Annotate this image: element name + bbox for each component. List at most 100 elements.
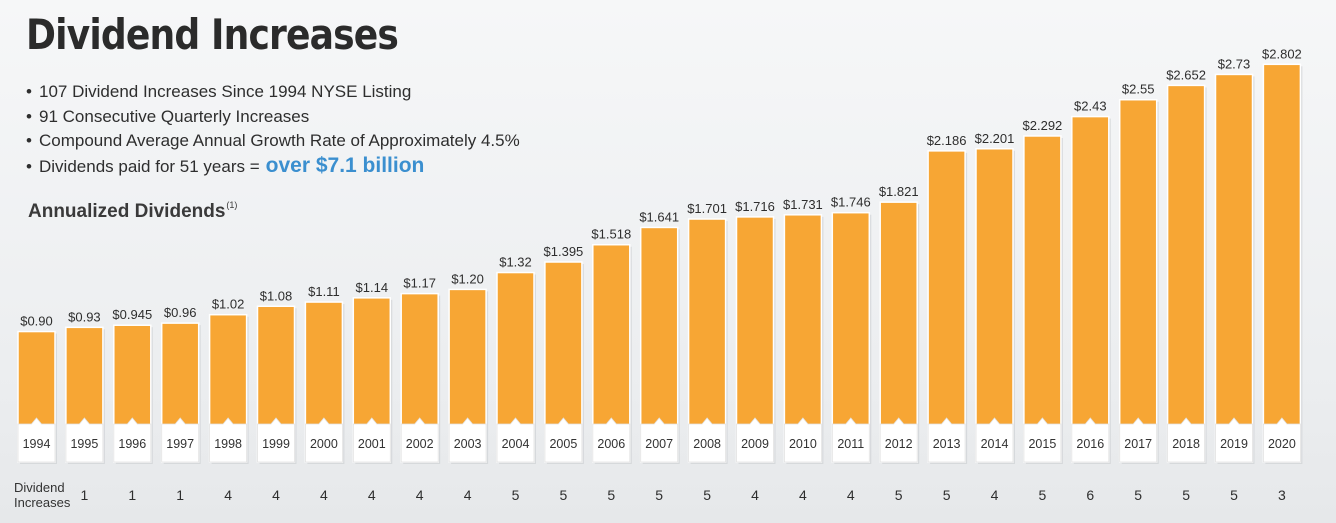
- increases-label-line: Dividend: [14, 480, 65, 495]
- bullet-dot: •: [26, 156, 32, 176]
- increase-count: 4: [464, 487, 472, 503]
- year-band: [113, 417, 152, 463]
- bar: [1071, 115, 1110, 463]
- increase-count: 5: [943, 487, 951, 503]
- increase-count: 4: [847, 487, 855, 503]
- increase-count: 4: [799, 487, 807, 503]
- bullet-text: Compound Average Annual Growth Rate of A…: [39, 131, 520, 150]
- bar: [1214, 73, 1254, 463]
- value-label: $1.731: [783, 197, 823, 212]
- year-band: [592, 417, 631, 463]
- year-band: [257, 417, 295, 463]
- increase-count: 4: [751, 487, 759, 503]
- value-label: $2.43: [1074, 99, 1107, 114]
- value-label: $0.945: [112, 307, 152, 322]
- year-band: [640, 417, 679, 463]
- bar: [735, 216, 775, 463]
- year-label: 2002: [406, 437, 434, 451]
- increase-count: 4: [272, 487, 280, 503]
- value-label: $1.11: [308, 284, 340, 299]
- year-band: [400, 417, 439, 463]
- year-label: 2008: [693, 437, 721, 451]
- year-labels-layer: 1994 1995 1996 1997 1998 1999 2000 2001 2002 2003…: [23, 437, 1296, 451]
- year-label: 2000: [310, 437, 338, 451]
- value-label: $1.641: [639, 209, 679, 224]
- value-label: $2.652: [1166, 67, 1206, 82]
- increase-count: 4: [368, 487, 376, 503]
- year-band: [927, 417, 966, 463]
- increase-count: 5: [560, 487, 568, 503]
- year-band: [448, 417, 487, 463]
- year-label: 1997: [166, 437, 194, 451]
- year-label: 1994: [23, 437, 51, 451]
- year-label: 2001: [358, 437, 386, 451]
- chart-subtitle: Annualized Dividends(1): [28, 200, 237, 223]
- year-band: [1167, 417, 1205, 463]
- year-label: 2011: [837, 437, 864, 451]
- value-label: $1.395: [544, 244, 584, 259]
- year-band: [305, 417, 343, 463]
- bar: [1118, 98, 1158, 463]
- year-label: 2010: [789, 437, 817, 451]
- increase-count: 1: [81, 487, 89, 503]
- increase-count-layer: 1 1 1 4 4 4 4 4 4 5 5 5 5 5 4 4 4 5 5 4 5 6 5 5 5 3: [81, 487, 1287, 503]
- increase-count: 5: [1182, 487, 1190, 503]
- bullet-text: Dividends paid for 51 years =: [39, 156, 260, 176]
- value-label: $0.90: [20, 314, 53, 329]
- value-label: $0.93: [68, 309, 101, 324]
- year-label: 2013: [933, 437, 961, 451]
- bars-layer: [17, 63, 1303, 465]
- year-label: 2016: [1076, 437, 1104, 451]
- value-label: $1.20: [451, 271, 484, 286]
- year-band: [1215, 417, 1253, 463]
- value-label: $1.14: [356, 280, 389, 295]
- value-label: $2.73: [1218, 56, 1251, 71]
- increase-count: 5: [1039, 487, 1047, 503]
- value-label: $2.186: [927, 133, 967, 148]
- value-label: $2.292: [1023, 118, 1063, 133]
- year-band: [65, 417, 104, 463]
- year-band: [1119, 417, 1158, 463]
- year-label: 2020: [1268, 437, 1296, 451]
- increase-count: 5: [1134, 487, 1142, 503]
- bar: [975, 148, 1014, 463]
- increase-count: 5: [607, 487, 615, 503]
- year-label: 2014: [981, 437, 1009, 451]
- bar: [1262, 63, 1302, 463]
- bullet-item: • 107 Dividend Increases Since 1994 NYSE …: [26, 80, 520, 105]
- year-label: 2015: [1028, 437, 1056, 451]
- value-label: $1.518: [591, 227, 631, 242]
- year-band: [879, 417, 918, 463]
- year-label: 1995: [70, 437, 98, 451]
- increase-count: 5: [655, 487, 663, 503]
- year-band: [17, 417, 56, 463]
- increase-count: 6: [1086, 487, 1094, 503]
- year-band: [1071, 417, 1110, 463]
- bullet-list: • 107 Dividend Increases Since 1994 NYSE …: [26, 80, 520, 178]
- increase-count: 1: [176, 487, 184, 503]
- value-label: $1.821: [879, 184, 919, 199]
- year-band: [161, 417, 200, 463]
- year-label: 2012: [885, 437, 913, 451]
- increase-count: 3: [1278, 487, 1286, 503]
- year-band: [352, 417, 391, 463]
- value-label: $1.716: [735, 199, 775, 214]
- page-title: Dividend Increases: [26, 10, 399, 59]
- year-label: 2006: [597, 437, 625, 451]
- bullet-item: • Compound Average Annual Growth Rate of …: [26, 129, 520, 154]
- bullet-text: 107 Dividend Increases Since 1994 NYSE L…: [39, 82, 412, 101]
- bullet-text: 91 Consecutive Quarterly Increases: [39, 106, 310, 126]
- year-band: [544, 417, 583, 463]
- bullet-item: • Dividends paid for 51 years = over $7.1 …: [26, 154, 520, 179]
- year-label: 2004: [502, 437, 530, 451]
- increase-count: 5: [703, 487, 711, 503]
- increases-row-label: Dividend Increases: [14, 480, 70, 510]
- year-band: [496, 417, 535, 463]
- bullet-dot: •: [26, 131, 32, 150]
- increase-count: 5: [512, 487, 520, 503]
- bullet-dot: •: [26, 106, 32, 126]
- year-band: [688, 417, 726, 463]
- bar: [1166, 84, 1206, 463]
- increase-count: 5: [1230, 487, 1238, 503]
